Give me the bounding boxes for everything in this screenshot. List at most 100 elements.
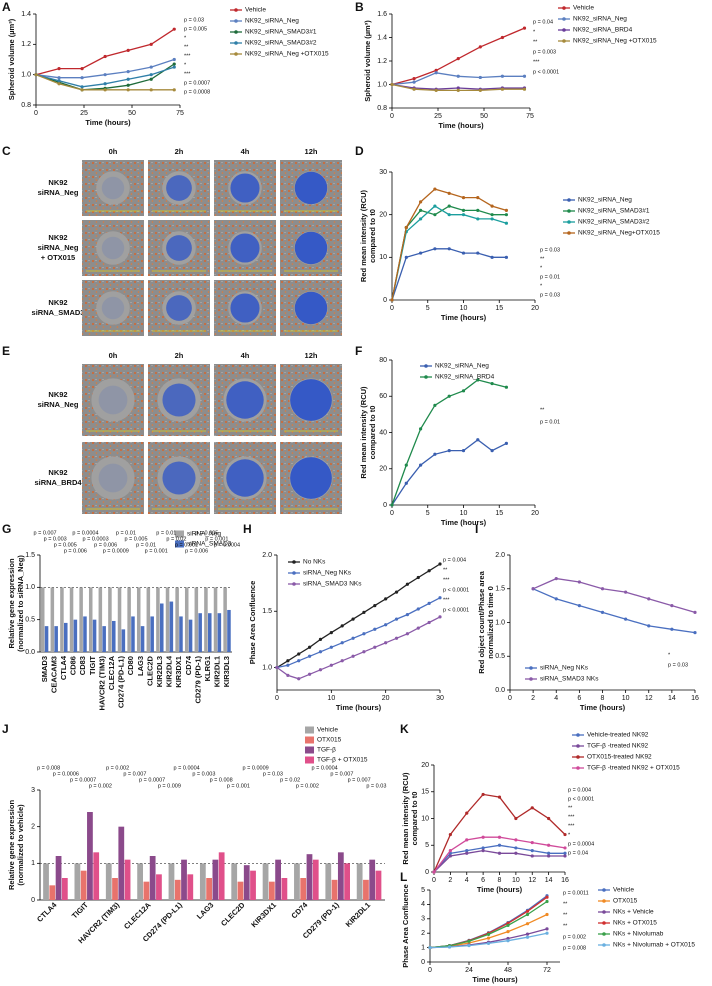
annotation: p = 0.0004	[72, 530, 98, 536]
bar	[294, 863, 300, 900]
legend-label: OTX015	[317, 737, 342, 744]
bar	[137, 863, 143, 900]
y-axis-label: Red mean intensity (RCU)	[401, 772, 410, 865]
series-line	[391, 248, 507, 301]
x-tick-label: 10	[512, 877, 520, 884]
x-tick-label: 25	[80, 110, 88, 117]
annotation: p = 0.0007	[139, 777, 165, 783]
bar	[356, 863, 363, 900]
data-point	[390, 503, 394, 507]
data-point	[434, 68, 438, 72]
data-point	[373, 627, 377, 631]
data-point	[427, 620, 431, 625]
data-point	[438, 562, 442, 566]
bar	[217, 613, 222, 652]
data-point	[172, 27, 176, 31]
data-point	[149, 42, 153, 46]
bar	[331, 879, 338, 900]
bar	[79, 587, 83, 652]
data-point	[390, 298, 394, 302]
annotation: p < 0.0001	[443, 607, 469, 613]
bar	[49, 885, 56, 900]
spheroid-stain	[166, 235, 192, 261]
data-point	[456, 74, 460, 78]
panel: F Red mean intensity (RCU) compared to t0 0…	[355, 344, 560, 527]
x-tick-label: 20	[382, 695, 390, 702]
legend-label: TGF-β -treated NK92	[587, 743, 649, 750]
y-tick-label: 0.5	[25, 617, 35, 624]
row-label: siRNA_Neg	[38, 243, 79, 252]
x-tick-label: 4	[465, 877, 469, 884]
data-point	[545, 927, 549, 931]
data-point	[308, 645, 312, 649]
annotation: p = 0.03	[540, 247, 560, 253]
bar	[262, 863, 269, 900]
data-point	[525, 935, 530, 939]
legend-marker	[602, 888, 606, 892]
legend-marker	[234, 8, 238, 12]
data-point	[504, 208, 508, 212]
series-line	[532, 577, 696, 614]
annotation: **	[563, 912, 568, 918]
bar	[150, 616, 154, 652]
data-point	[404, 225, 408, 230]
annotation: ***	[184, 71, 191, 77]
x-tick-label: 6	[577, 695, 581, 702]
spheroid-stain	[166, 175, 192, 201]
x-tick-label: CLEC2D	[145, 655, 154, 686]
x-tick-label: 8	[498, 877, 502, 884]
bar	[149, 856, 156, 900]
x-tick-label: 75	[176, 110, 184, 117]
data-point	[351, 636, 355, 640]
data-point	[362, 650, 366, 654]
annotation: p = 0.006	[94, 542, 117, 548]
bar	[369, 859, 376, 900]
x-tick-label: 24	[465, 967, 473, 974]
data-point	[390, 82, 394, 87]
data-point	[362, 632, 366, 636]
data-point	[34, 73, 38, 77]
bar	[375, 870, 382, 900]
data-point	[329, 645, 333, 649]
panel-label: F	[355, 344, 362, 358]
spheroid-stain	[294, 291, 328, 325]
annotation: p = 0.003	[192, 771, 215, 777]
bar	[306, 854, 313, 900]
y-axis-label: compared to t0	[368, 406, 377, 460]
x-axis-label: Time (hours)	[441, 313, 487, 322]
annotation: p = 0.0004	[174, 765, 200, 771]
data-point	[456, 88, 460, 92]
data-point	[547, 816, 551, 821]
data-point	[405, 613, 409, 617]
y-axis-label: (normalized to vehicle)	[16, 804, 25, 886]
annotation: p = 0.005	[124, 536, 147, 542]
series-line	[276, 597, 441, 669]
y-tick-label: 1.4	[21, 11, 31, 18]
data-point	[476, 438, 480, 442]
data-point	[447, 204, 451, 208]
x-tick-label: 14	[545, 877, 553, 884]
data-point	[456, 86, 460, 90]
data-point	[461, 449, 466, 453]
data-point	[525, 922, 530, 926]
data-point	[103, 73, 107, 77]
legend-swatch	[305, 726, 314, 734]
data-point	[447, 191, 451, 195]
bar	[231, 863, 238, 900]
x-tick-label: 0	[390, 510, 394, 517]
legend-marker	[562, 39, 566, 43]
legend-swatch	[305, 756, 314, 764]
data-point	[465, 851, 469, 855]
bar	[243, 865, 250, 900]
bar	[64, 622, 68, 652]
annotation: p = 0.02	[280, 777, 300, 783]
bar	[87, 812, 93, 900]
bar	[237, 881, 244, 900]
x-tick-label: CD279 (PD-1)	[193, 656, 202, 704]
legend-label: NK92_siRNA_Neg	[578, 197, 632, 204]
legend-label: siRNA_Neg NKs	[303, 570, 352, 577]
data-point	[340, 641, 344, 645]
bar	[105, 863, 112, 900]
